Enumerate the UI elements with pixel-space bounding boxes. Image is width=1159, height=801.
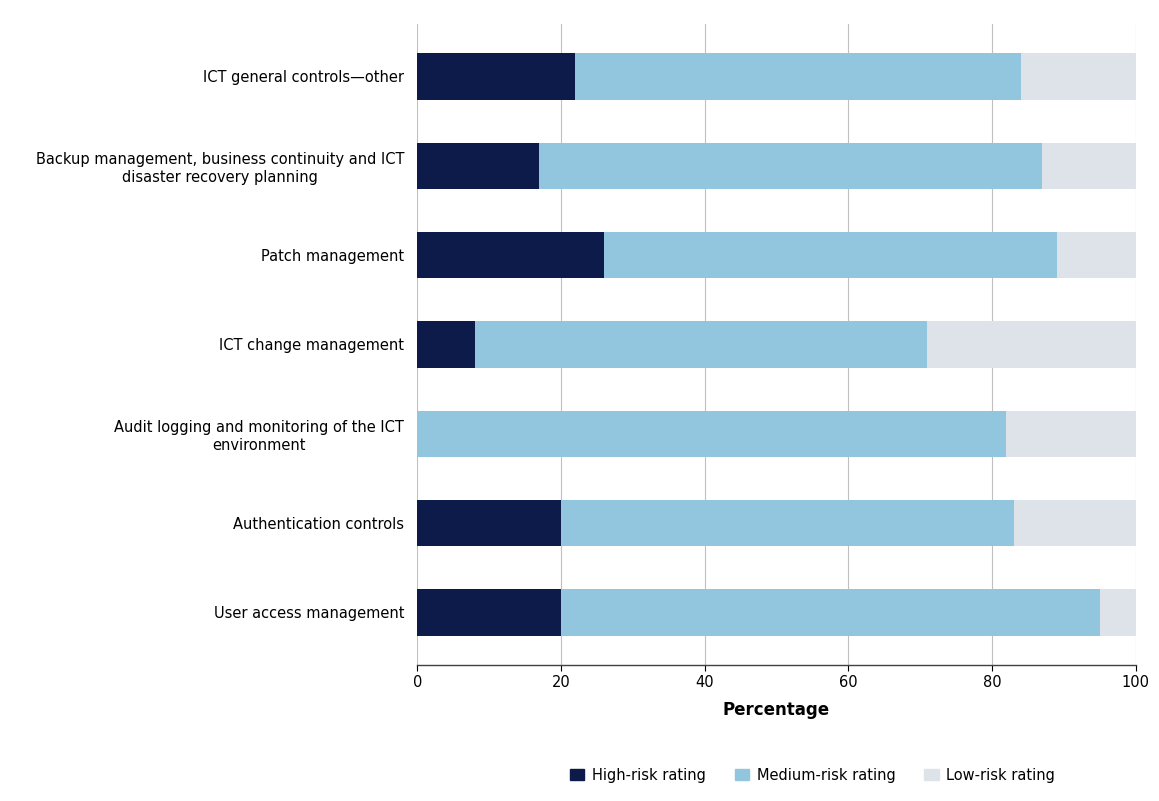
X-axis label: Percentage: Percentage bbox=[723, 702, 830, 719]
Bar bbox=[417, 590, 561, 636]
Bar bbox=[417, 143, 539, 189]
Bar bbox=[1057, 231, 1136, 278]
Bar bbox=[927, 321, 1136, 368]
Bar bbox=[1014, 500, 1136, 546]
Bar bbox=[417, 411, 1006, 457]
Bar bbox=[417, 53, 575, 99]
Bar bbox=[1006, 411, 1136, 457]
Bar bbox=[561, 500, 1014, 546]
Bar bbox=[417, 321, 475, 368]
Bar bbox=[1042, 143, 1136, 189]
Bar bbox=[561, 590, 1100, 636]
Bar bbox=[417, 500, 561, 546]
Bar bbox=[604, 231, 1057, 278]
Bar bbox=[539, 143, 1042, 189]
Bar bbox=[575, 53, 1021, 99]
Bar bbox=[1100, 590, 1136, 636]
Bar bbox=[1021, 53, 1136, 99]
Bar bbox=[417, 231, 604, 278]
Legend: High-risk rating, Medium-risk rating, Low-risk rating: High-risk rating, Medium-risk rating, Lo… bbox=[564, 762, 1060, 788]
Bar bbox=[475, 321, 927, 368]
